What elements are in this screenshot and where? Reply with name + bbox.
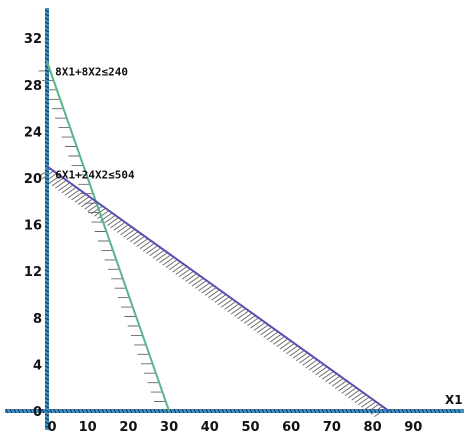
x-axis-label: X1: [445, 393, 463, 407]
y-tick-label: 28: [24, 79, 42, 94]
constraint-label-2: 6X1+24X2≤504: [55, 168, 135, 181]
y-tick-label: 12: [24, 265, 42, 280]
x-tick-label: 20: [119, 420, 137, 435]
y-tick-label: 32: [24, 32, 42, 47]
tick-labels: 0 10 20 30 40 50 60 70 80 90 0 4 8 12 16 20 24 28 32: [24, 32, 422, 435]
x-tick-label: 10: [79, 420, 97, 435]
x-tick-label: 90: [404, 420, 422, 435]
x-axis-hatch: [5, 408, 461, 414]
series-layer: [46, 61, 390, 412]
hatch-constraint-2: [38, 168, 386, 417]
annotations: 8X1+8X2≤240 6X1+24X2≤504: [55, 66, 135, 182]
y-tick-label: 4: [33, 358, 42, 373]
hatch-layer: [38, 70, 386, 417]
x-tick-label: 60: [282, 420, 300, 435]
constraint-label-1: 8X1+8X2≤240: [55, 66, 128, 79]
axes: [5, 8, 464, 430]
x-axis-line: [5, 409, 464, 413]
y-tick-label: 20: [24, 172, 42, 187]
y-tick-label: 8: [33, 312, 42, 327]
x-tick-label: 70: [323, 420, 341, 435]
x-tick-label: 0: [47, 420, 56, 435]
y-axis-hatch: [44, 9, 50, 429]
x-tick-label: 50: [241, 420, 259, 435]
y-tick-label: 16: [24, 219, 42, 234]
constraint-line-2: [46, 165, 390, 412]
x-tick-label: 40: [201, 420, 219, 435]
x-tick-label: 30: [160, 420, 178, 435]
x-tick-label: 80: [364, 420, 382, 435]
hatch-constraint-1: [38, 70, 166, 403]
y-tick-label: 0: [33, 405, 42, 420]
constraint-line-1: [46, 61, 171, 412]
y-tick-label: 24: [24, 125, 42, 140]
